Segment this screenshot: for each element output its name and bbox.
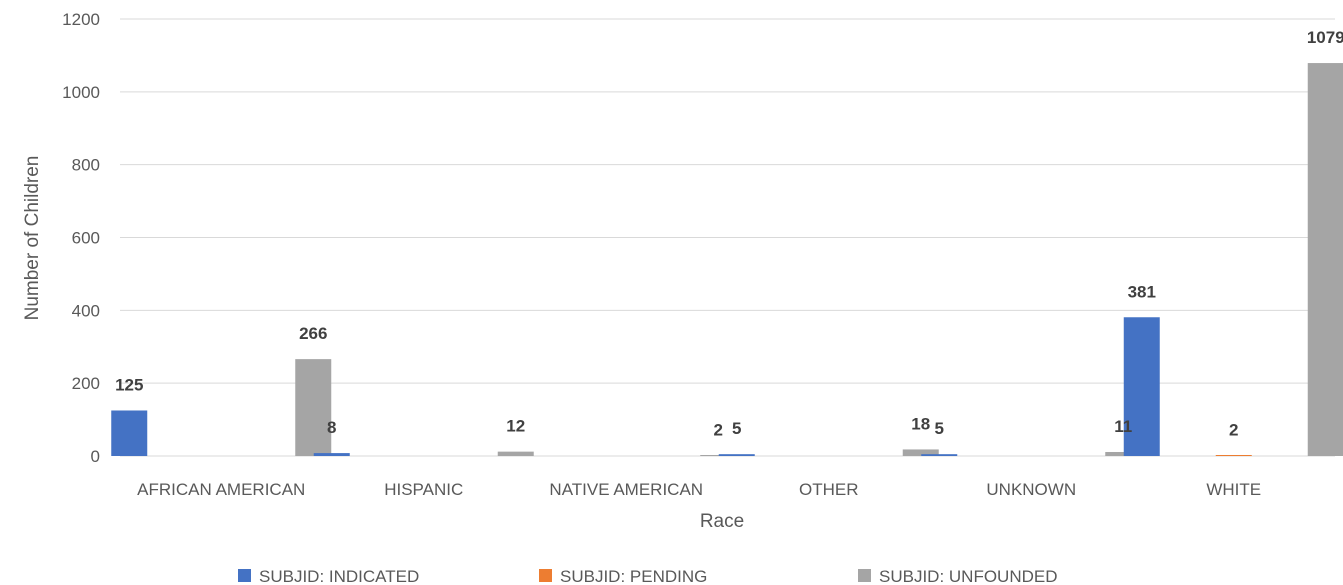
legend-swatch xyxy=(539,569,552,582)
x-tick-label: UNKNOWN xyxy=(986,480,1076,499)
data-label: 2 xyxy=(1229,420,1238,439)
data-label: 2 xyxy=(714,420,723,439)
y-tick-label: 200 xyxy=(72,374,100,393)
data-label: 5 xyxy=(935,419,944,438)
legend: SUBJID: INDICATED SUBJID: PENDING SUBJID: … xyxy=(238,567,1058,585)
bar xyxy=(1216,455,1252,456)
y-tick-label: 1200 xyxy=(62,10,100,29)
data-label: 1079 xyxy=(1307,28,1343,47)
bars xyxy=(111,63,1343,456)
bar xyxy=(498,452,534,456)
data-label: 12 xyxy=(506,417,525,436)
data-label: 11 xyxy=(1114,417,1132,436)
x-axis-title: Race xyxy=(700,511,744,532)
y-tick-label: 1000 xyxy=(62,83,100,102)
bar xyxy=(1308,63,1343,456)
data-label: 18 xyxy=(911,414,930,433)
y-tick-label: 0 xyxy=(91,447,100,466)
data-label: 8 xyxy=(327,418,336,437)
bar xyxy=(921,454,957,456)
x-tick-label: HISPANIC xyxy=(384,480,463,499)
legend-swatch xyxy=(238,569,251,582)
x-tick-label: NATIVE AMERICAN xyxy=(549,480,703,499)
data-label: 266 xyxy=(299,324,327,343)
bar xyxy=(719,454,755,456)
x-tick-label: WHITE xyxy=(1206,480,1261,499)
x-tick-label: OTHER xyxy=(799,480,859,499)
bar xyxy=(295,359,331,456)
data-label: 381 xyxy=(1128,282,1156,301)
legend-label: SUBJID: PENDING xyxy=(560,567,707,585)
bar xyxy=(111,410,147,456)
x-axis-ticks: AFRICAN AMERICAN HISPANIC NATIVE AMERICAN O… xyxy=(137,480,1261,499)
data-label: 125 xyxy=(115,375,143,394)
legend-label: SUBJID: INDICATED xyxy=(259,567,419,585)
legend-swatch xyxy=(858,569,871,582)
data-label: 5 xyxy=(732,419,741,438)
bar xyxy=(314,453,350,456)
y-axis-ticks: 0 200 400 600 800 1000 1200 xyxy=(62,10,100,466)
y-tick-label: 800 xyxy=(72,156,100,175)
legend-label: SUBJID: UNFOUNDED xyxy=(879,567,1058,585)
y-tick-label: 600 xyxy=(72,229,100,248)
x-tick-label: AFRICAN AMERICAN xyxy=(137,480,305,499)
y-tick-label: 400 xyxy=(72,301,100,320)
y-axis-title: Number of Children xyxy=(22,156,43,321)
